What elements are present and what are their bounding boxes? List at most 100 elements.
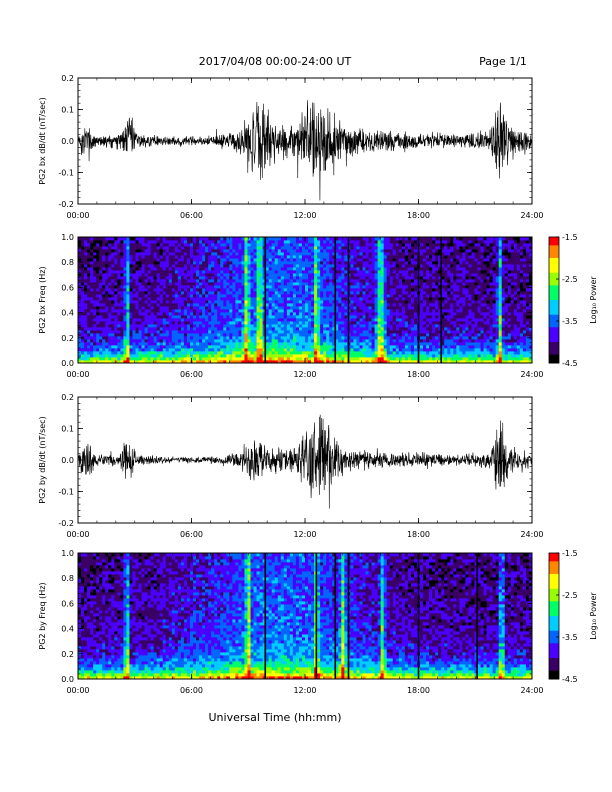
heatmap-cell	[386, 285, 391, 289]
heatmap-cell	[395, 345, 400, 349]
heatmap-cell	[226, 309, 230, 313]
heatmap-cell	[356, 249, 360, 253]
heatmap-cell	[186, 360, 191, 364]
heatmap-cell	[129, 345, 133, 349]
heatmap-cell	[126, 342, 130, 346]
heatmap-cell	[423, 309, 427, 313]
heatmap-cell	[114, 279, 118, 283]
heatmap-cell	[87, 300, 91, 304]
heatmap-cell	[144, 294, 149, 298]
heatmap-cell	[120, 309, 124, 313]
heatmap-cell	[314, 330, 318, 334]
heatmap-cell	[301, 288, 306, 292]
heatmap-cell	[413, 288, 418, 292]
heatmap-cell	[392, 303, 397, 307]
heatmap-cell	[93, 279, 97, 283]
heatmap-cell	[320, 246, 324, 250]
heatmap-cell	[338, 270, 342, 274]
heatmap-cell	[332, 309, 336, 313]
heatmap-cell	[271, 321, 276, 325]
heatmap-cell	[305, 333, 309, 337]
heatmap-cell	[235, 348, 239, 352]
heatmap-cell	[314, 237, 318, 241]
heatmap-cell	[335, 351, 339, 355]
heatmap-cell	[262, 306, 267, 310]
heatmap-cell	[87, 285, 91, 289]
heatmap-cell	[301, 309, 306, 313]
heatmap-cell	[420, 360, 424, 364]
heatmap-cell	[420, 279, 424, 283]
heatmap-cell	[186, 354, 191, 358]
heatmap-cell	[356, 324, 360, 328]
heatmap-cell	[202, 321, 206, 325]
heatmap-cell	[132, 279, 136, 283]
heatmap-cell	[141, 240, 145, 244]
heatmap-cell	[153, 330, 158, 334]
heatmap-cell	[283, 294, 288, 298]
heatmap-cell	[359, 237, 363, 241]
heatmap-cell	[380, 351, 385, 355]
heatmap-cell	[180, 276, 185, 280]
heatmap-cell	[241, 336, 245, 340]
heatmap-cell	[220, 324, 224, 328]
heatmap-cell	[301, 285, 306, 289]
heatmap-cell	[123, 285, 127, 289]
heatmap-cell	[314, 327, 318, 331]
heatmap-cell	[314, 300, 318, 304]
heatmap-cell	[323, 360, 327, 364]
heatmap-cell	[274, 318, 279, 322]
heatmap-cell	[78, 342, 82, 346]
heatmap-cell	[150, 318, 155, 322]
heatmap-cell	[217, 351, 221, 355]
heatmap-cell	[205, 261, 209, 265]
heatmap-cell	[108, 306, 112, 310]
heatmap-cell	[268, 327, 273, 331]
heatmap-cell	[280, 249, 285, 253]
heatmap-cell	[235, 246, 239, 250]
y-tick-label: 0.2	[61, 74, 74, 83]
heatmap-cell	[377, 267, 382, 271]
heatmap-cell	[144, 306, 149, 310]
heatmap-cell	[283, 336, 288, 340]
heatmap-cell	[78, 324, 82, 328]
heatmap-cell	[274, 339, 279, 343]
heatmap-cell	[117, 264, 121, 268]
heatmap-cell	[286, 261, 291, 265]
heatmap-cell	[407, 360, 412, 364]
heatmap-cell	[295, 246, 300, 250]
heatmap-cell	[374, 270, 379, 274]
heatmap-cell	[292, 297, 297, 301]
heatmap-cell	[350, 327, 354, 331]
heatmap-cell	[247, 252, 251, 256]
heatmap-cell	[96, 360, 100, 364]
heatmap-cell	[87, 345, 91, 349]
heatmap-cell	[162, 312, 167, 316]
heatmap-cell	[392, 279, 397, 283]
heatmap-cell	[395, 360, 400, 364]
heatmap-cell	[289, 249, 294, 253]
heatmap-cell	[320, 252, 324, 256]
heatmap-cell	[147, 267, 152, 271]
heatmap-cell	[271, 279, 276, 283]
heatmap-cell	[123, 327, 127, 331]
heatmap-cell	[383, 303, 388, 307]
heatmap-cell	[84, 252, 88, 256]
heatmap-cell	[295, 258, 300, 262]
heatmap-cell	[314, 303, 318, 307]
heatmap-cell	[129, 267, 133, 271]
heatmap-cell	[301, 258, 306, 262]
heatmap-cell	[126, 261, 130, 265]
heatmap-cell	[144, 273, 149, 277]
heatmap-cell	[226, 243, 230, 247]
heatmap-cell	[244, 327, 248, 331]
heatmap-cell	[271, 243, 276, 247]
heatmap-cell	[404, 258, 409, 262]
heatmap-cell	[156, 297, 161, 301]
heatmap-cell	[229, 342, 233, 346]
heatmap-cell	[117, 351, 121, 355]
heatmap-cell	[247, 315, 251, 319]
heatmap-cell	[280, 285, 285, 289]
heatmap-cell	[81, 333, 85, 337]
heatmap-cell	[141, 246, 145, 250]
heatmap-cell	[162, 243, 167, 247]
